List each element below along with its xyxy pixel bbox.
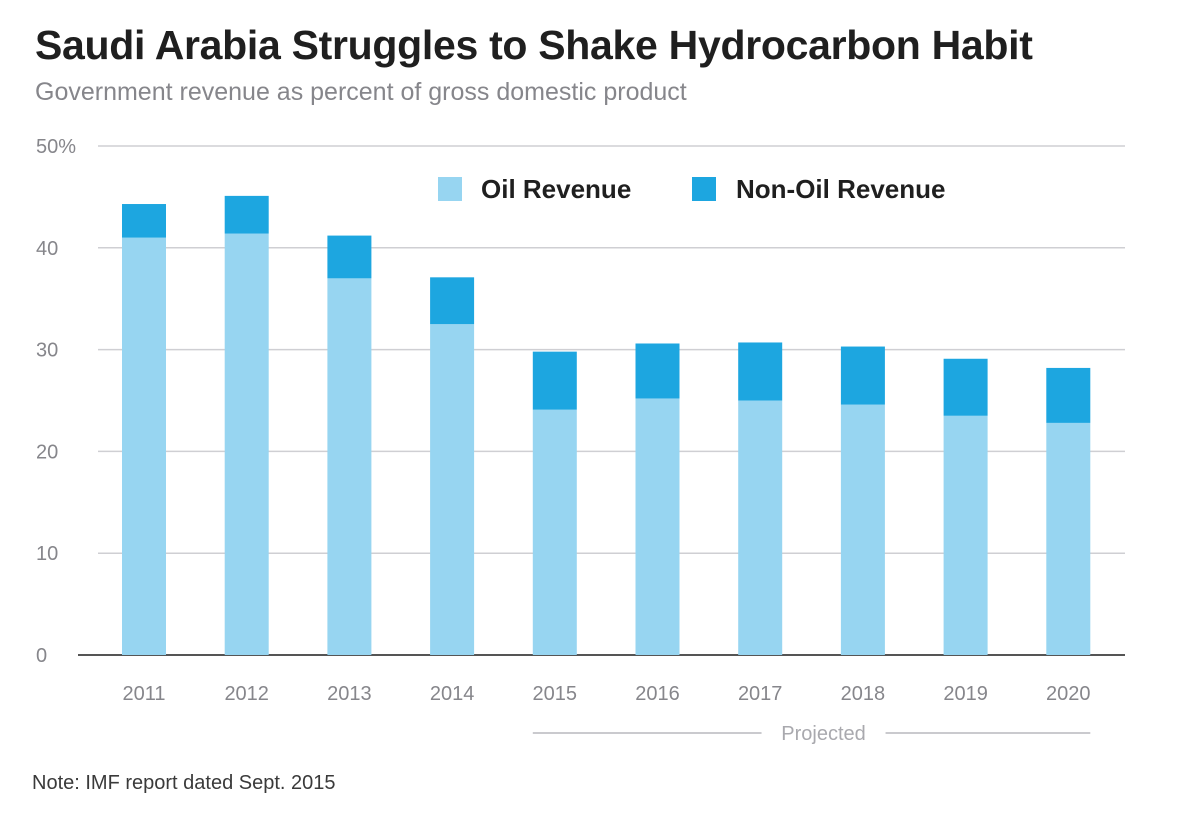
bar-non-oil-revenue xyxy=(532,351,577,410)
bar-oil-revenue xyxy=(943,415,988,655)
chart-note: Note: IMF report dated Sept. 2015 xyxy=(32,772,336,794)
projected-bracket: Projected xyxy=(532,723,1091,745)
y-tick-label: 10 xyxy=(36,543,58,565)
x-tick-label: 2014 xyxy=(430,683,475,705)
y-tick-label: 0 xyxy=(36,645,47,667)
y-tick-label: 30 xyxy=(36,340,58,362)
bar-non-oil-revenue xyxy=(840,346,885,405)
y-tick-label: 50% xyxy=(36,136,76,158)
x-axis-ticks: 2011 2012 2013 2014 2015 2016 2017 2018 2019 2020 xyxy=(122,683,1090,705)
y-tick-label: 40 xyxy=(36,238,58,260)
bar-non-oil-revenue xyxy=(122,204,166,238)
legend: Oil Revenue Non-Oil Revenue xyxy=(438,174,945,204)
x-tick-label: 2012 xyxy=(224,683,269,705)
bar-oil-revenue xyxy=(532,409,577,655)
x-tick-label: 2015 xyxy=(533,683,578,705)
bar-oil-revenue xyxy=(327,278,372,655)
bar-oil-revenue xyxy=(1046,422,1091,655)
legend-swatch-oil xyxy=(438,177,462,201)
projected-label: Projected xyxy=(781,723,866,745)
bars xyxy=(122,195,1091,655)
bar-non-oil-revenue xyxy=(430,277,475,325)
x-tick-label: 2017 xyxy=(738,683,783,705)
x-tick-label: 2019 xyxy=(943,683,988,705)
y-tick-label: 20 xyxy=(36,441,58,463)
bar-non-oil-revenue xyxy=(327,235,372,279)
legend-label-oil: Oil Revenue xyxy=(481,174,631,204)
x-tick-label: 2018 xyxy=(841,683,886,705)
bar-non-oil-revenue xyxy=(1046,367,1091,423)
x-tick-label: 2020 xyxy=(1046,683,1091,705)
bar-oil-revenue xyxy=(224,233,269,655)
bar-non-oil-revenue xyxy=(635,343,680,399)
bar-oil-revenue xyxy=(122,237,166,655)
legend-label-non-oil: Non-Oil Revenue xyxy=(736,174,945,204)
bar-oil-revenue xyxy=(840,404,885,655)
bar-non-oil-revenue xyxy=(943,358,988,416)
legend-swatch-non-oil xyxy=(692,177,716,201)
x-tick-label: 2011 xyxy=(122,683,165,705)
bar-oil-revenue xyxy=(738,400,783,655)
x-tick-label: 2016 xyxy=(635,683,680,705)
chart-title: Saudi Arabia Struggles to Shake Hydrocar… xyxy=(35,22,1033,68)
bar-non-oil-revenue xyxy=(738,342,783,401)
x-tick-label: 2013 xyxy=(327,683,372,705)
bar-non-oil-revenue xyxy=(224,195,269,234)
bar-oil-revenue xyxy=(430,324,475,655)
y-axis-ticks: 0 10 20 30 40 50% xyxy=(36,136,76,667)
chart-subtitle: Government revenue as percent of gross d… xyxy=(35,78,687,106)
bar-oil-revenue xyxy=(635,398,680,655)
